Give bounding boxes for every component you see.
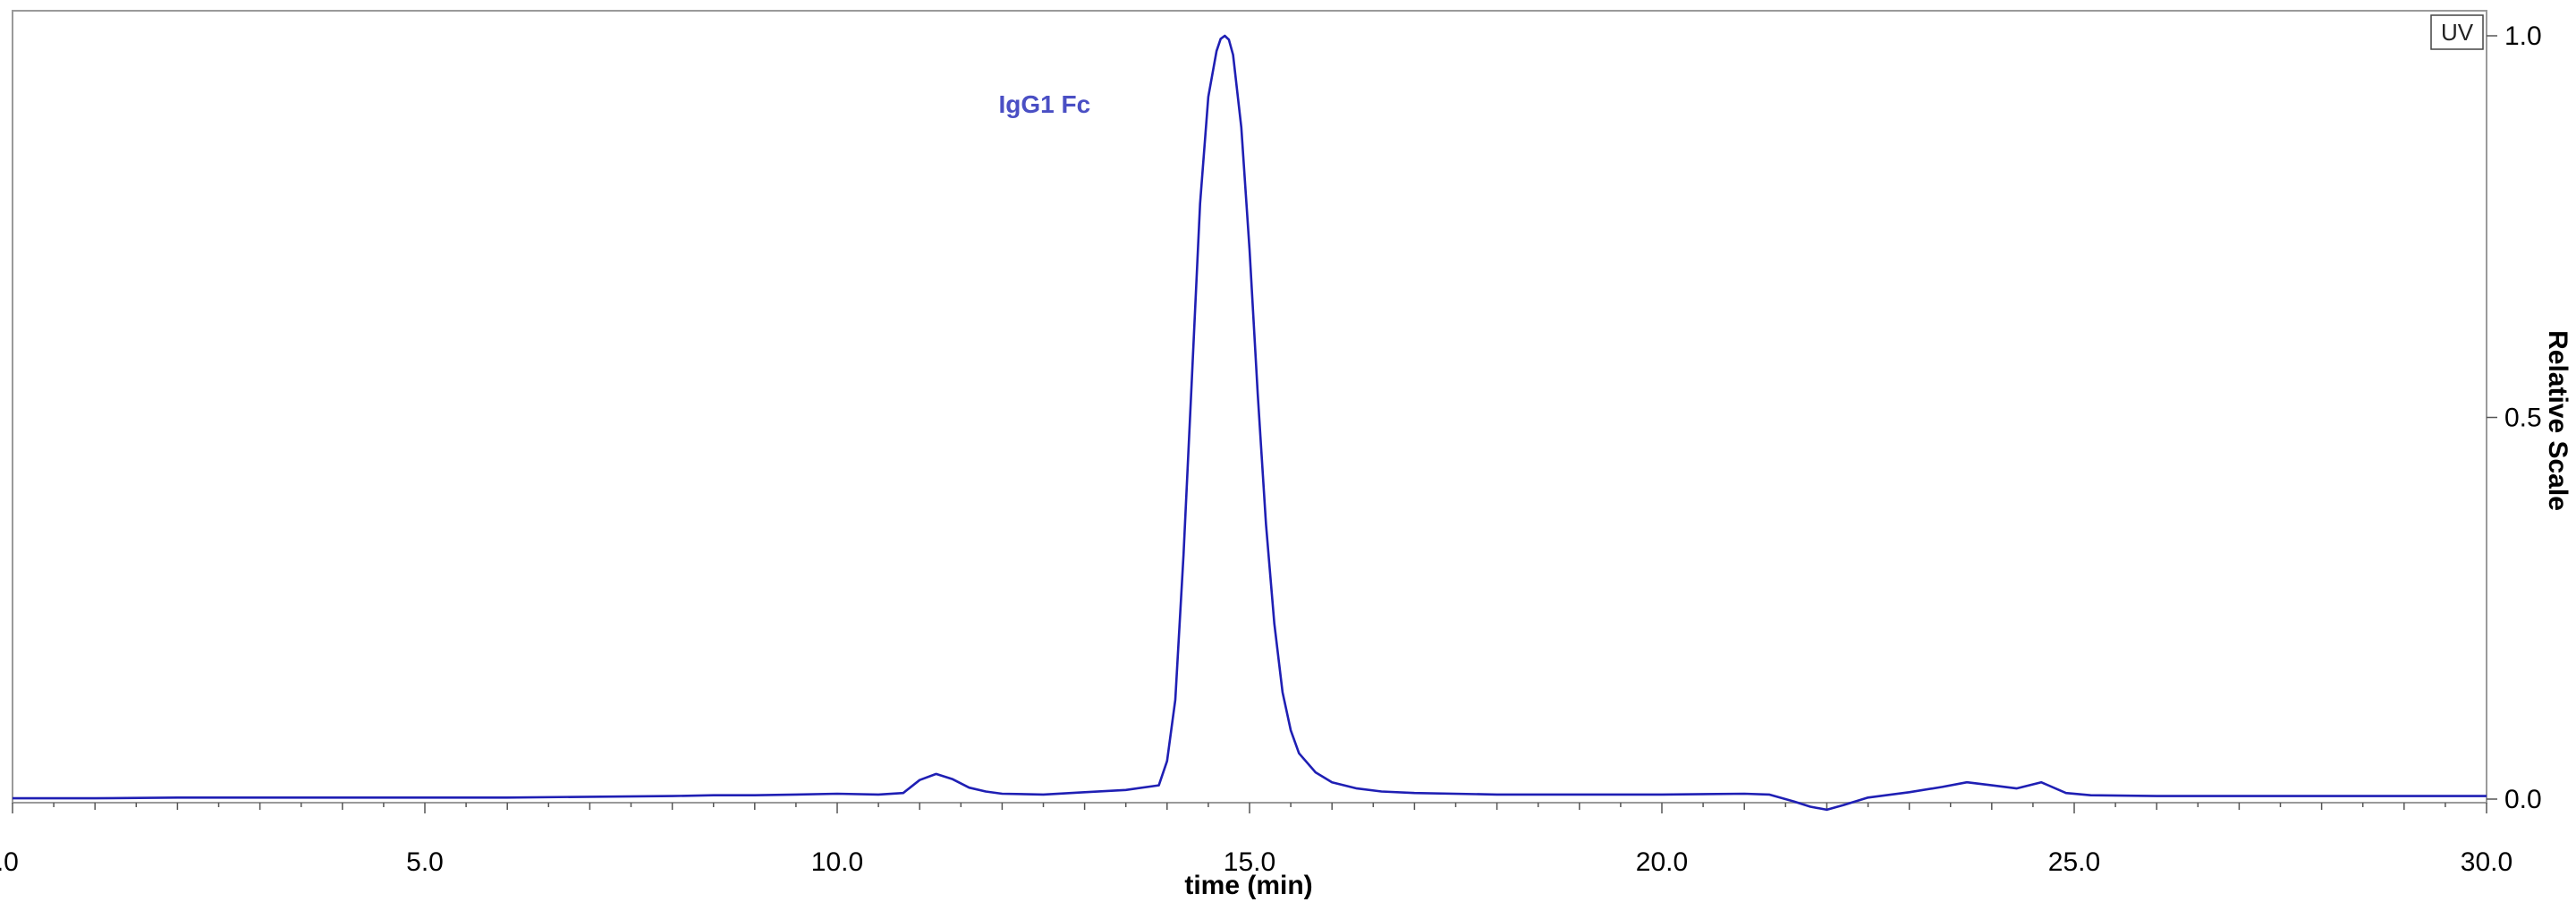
x-tick-label: 20.0: [1636, 847, 1688, 877]
series-line-uv: [13, 34, 2487, 812]
x-tick-label: 5.0: [406, 847, 444, 877]
legend-entry-uv: UV: [2441, 19, 2474, 46]
x-axis-title: time (min): [1184, 871, 1312, 900]
y-tick-label: 0.5: [2504, 404, 2542, 433]
x-axis: 0.0 5.0 10.0 15.0 20.0 25.0 30.0: [0, 803, 2512, 877]
y-tick-label: 0.0: [2504, 785, 2542, 814]
y-tick-label: 1.0: [2504, 21, 2542, 51]
x-tick-label: 10.0: [811, 847, 863, 877]
plot-frame: [12, 10, 2487, 804]
x-tick-label: 30.0: [2461, 847, 2512, 877]
y-axis: 0.0 0.5 1.0: [2487, 21, 2542, 814]
x-tick-label: 25.0: [2048, 847, 2100, 877]
legend-box: [2430, 14, 2484, 50]
x-tick-label: 0.0: [0, 847, 19, 877]
x-tick-label: 15.0: [1224, 847, 1275, 877]
legend: UV: [2430, 14, 2484, 50]
peak-annotation: IgG1 Fc: [999, 90, 1091, 118]
y-axis-title: Relative Scale: [2543, 330, 2572, 511]
